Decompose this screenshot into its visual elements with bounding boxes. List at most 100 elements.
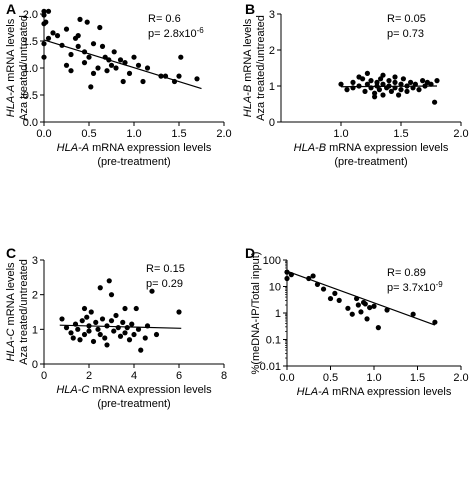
data-point	[306, 275, 312, 282]
data-point	[416, 87, 422, 93]
x-tick-label: 1.5	[171, 128, 186, 140]
y-axis-label-gene: HLA-C	[5, 328, 17, 361]
y-axis-label: HLA-C mRNA levels	[5, 262, 17, 362]
panel-letter: D	[245, 245, 255, 261]
x-axis-label-rest: mRNA expression levels	[89, 142, 212, 154]
stat-r-value: R= 0.6	[148, 13, 181, 25]
x-axis-label-gene: HLA-B	[294, 142, 326, 154]
panel-letter: B	[245, 1, 255, 17]
data-point	[54, 33, 61, 39]
data-point	[372, 90, 378, 96]
y-axis-label-rest: %(meDNA-IP/Total input)	[250, 252, 262, 375]
data-point	[392, 85, 398, 91]
data-point	[149, 288, 155, 294]
x-tick-label: 2	[86, 370, 92, 382]
data-point	[104, 68, 110, 74]
data-point	[144, 65, 151, 71]
x-axis-label-rest: mRNA expression levels	[89, 384, 212, 396]
data-point	[374, 79, 380, 85]
data-point	[171, 78, 178, 85]
data-point	[320, 286, 327, 292]
data-point	[412, 81, 418, 87]
data-point	[102, 54, 108, 60]
data-point	[117, 333, 124, 339]
plot-svg: D 0.0 0.5 1.0 1.5 2.0 0.01 0.1 1 10 100 R= 0.89p= 3…	[245, 245, 469, 398]
data-point	[68, 68, 74, 74]
data-point	[63, 325, 70, 331]
data-point	[115, 325, 121, 331]
data-point	[362, 88, 368, 94]
panel-b-chart: B 1.0 1.5 2.0 0 1 2 3 R= 0.05 p= 0.73 HLA-B mRNA e…	[237, 0, 474, 242]
y-tick-label: 3	[32, 255, 38, 267]
data-point	[99, 316, 106, 322]
data-point	[362, 301, 368, 307]
y-tick-label: 10	[269, 282, 281, 294]
x-axis-label: HLA-C mRNA expression levels	[56, 384, 212, 396]
data-point	[124, 325, 130, 331]
y-axis-label-line2: Aza treated/untreated	[255, 15, 267, 121]
x-tick-label: 0.5	[323, 372, 338, 384]
data-point	[90, 338, 97, 345]
data-point	[86, 323, 92, 329]
x-tick-label: 8	[221, 370, 227, 382]
x-tick-label: 1.0	[126, 128, 141, 140]
data-point	[135, 62, 142, 68]
regression-line	[286, 270, 436, 326]
data-point	[122, 330, 128, 336]
data-point	[392, 74, 398, 80]
data-point	[153, 331, 160, 338]
data-point	[420, 78, 426, 84]
data-point	[106, 57, 112, 63]
data-point	[113, 312, 119, 319]
data-point	[404, 88, 410, 94]
data-point	[45, 8, 52, 14]
data-point	[81, 305, 88, 312]
data-point	[158, 73, 164, 79]
x-tick-label: 1.0	[333, 128, 348, 140]
stat-r-value: R= 0.89	[387, 267, 426, 279]
data-point	[50, 30, 56, 36]
data-point	[41, 54, 47, 60]
y-tick-label: 2	[32, 290, 38, 302]
data-point	[68, 51, 74, 58]
data-point	[131, 54, 137, 60]
data-point	[386, 78, 392, 84]
data-point	[367, 304, 373, 311]
data-point	[364, 70, 370, 76]
data-point	[90, 70, 97, 76]
data-point	[93, 319, 99, 325]
data-point	[106, 278, 112, 284]
data-point	[144, 323, 151, 329]
data-point	[79, 318, 85, 324]
data-point	[380, 92, 386, 98]
data-point	[97, 285, 103, 291]
data-point	[138, 347, 144, 353]
data-point	[310, 273, 316, 279]
data-point	[120, 78, 126, 85]
y-axis-label-rest: mRNA levels	[5, 18, 17, 85]
y-tick-label: 1	[32, 324, 38, 336]
y-axis-label-rest: mRNA levels	[242, 18, 254, 85]
data-point	[398, 87, 404, 93]
x-axis-label: HLA-B mRNA expression levels	[294, 142, 449, 154]
y-axis-label-line2: Aza treated/untreated	[18, 259, 30, 365]
data-point	[95, 65, 101, 71]
y-axis-label: HLA-B mRNA levels	[242, 18, 254, 117]
data-point	[72, 321, 79, 327]
data-point	[350, 85, 356, 91]
stat-p-value: p= 2.8x10-6	[148, 26, 204, 40]
data-point	[176, 73, 182, 79]
data-point	[84, 314, 90, 320]
data-point	[113, 65, 119, 71]
data-point	[41, 41, 47, 47]
data-point	[350, 79, 356, 85]
data-point	[194, 76, 200, 82]
y-axis-label: HLA-A mRNA levels	[5, 18, 17, 117]
data-point	[364, 316, 370, 322]
x-axis-label-gene: HLA-A	[57, 142, 89, 154]
data-point	[404, 83, 410, 89]
data-point	[345, 305, 351, 311]
data-point	[375, 325, 381, 331]
x-axis-label-gene: HLA-A	[297, 386, 329, 398]
data-point	[371, 303, 377, 309]
